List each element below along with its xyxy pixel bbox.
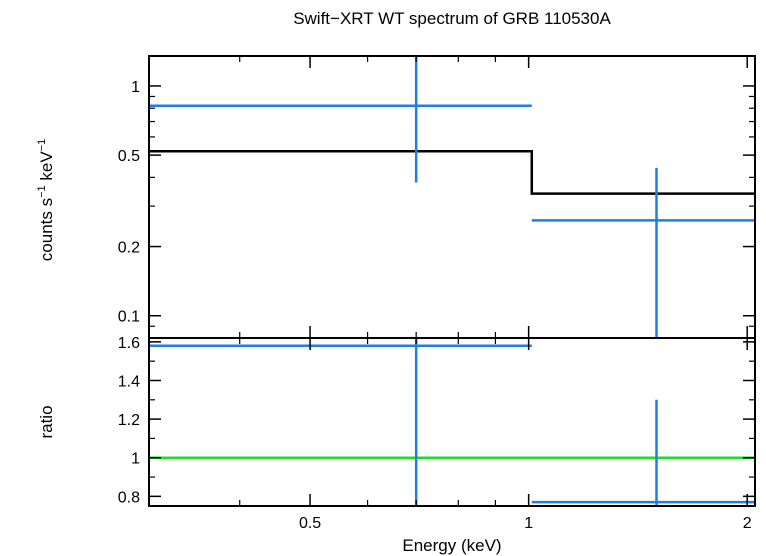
spectrum-ytick-label: 1	[131, 79, 140, 96]
y-axis-label-ratio: ratio	[37, 405, 56, 438]
model-step-line	[149, 149, 755, 195]
ratio-panel: 0.8 1 1.2 1.4 1.6 0.5 1 2	[118, 335, 756, 532]
spectrum-ytick-label: 0.2	[118, 240, 140, 257]
ratio-ytick-label: 1.4	[118, 373, 140, 390]
ratio-ytick-label: 1.6	[118, 335, 140, 352]
spectrum-ytick-label: 0.5	[118, 148, 140, 165]
x-tick-label: 0.5	[299, 515, 321, 532]
ratio-frame	[148, 337, 756, 507]
ratio-ytick-label: 1.2	[118, 412, 140, 429]
x-tick-label: 1	[524, 515, 533, 532]
x-axis-label: Energy (keV)	[402, 536, 501, 555]
spectrum-ytick-label: 0.1	[118, 309, 140, 326]
x-tick-label: 2	[743, 515, 752, 532]
spectrum-frame	[148, 55, 756, 339]
spectrum-panel: 0.1 0.2 0.5 1	[118, 55, 756, 339]
chart-title: Swift−XRT WT spectrum of GRB 110530A	[293, 9, 611, 28]
ratio-ytick-label: 1	[131, 451, 140, 468]
ratio-ytick-label: 0.8	[118, 489, 140, 506]
y-axis-label-spectrum: counts s−1 keV−1	[36, 139, 56, 261]
